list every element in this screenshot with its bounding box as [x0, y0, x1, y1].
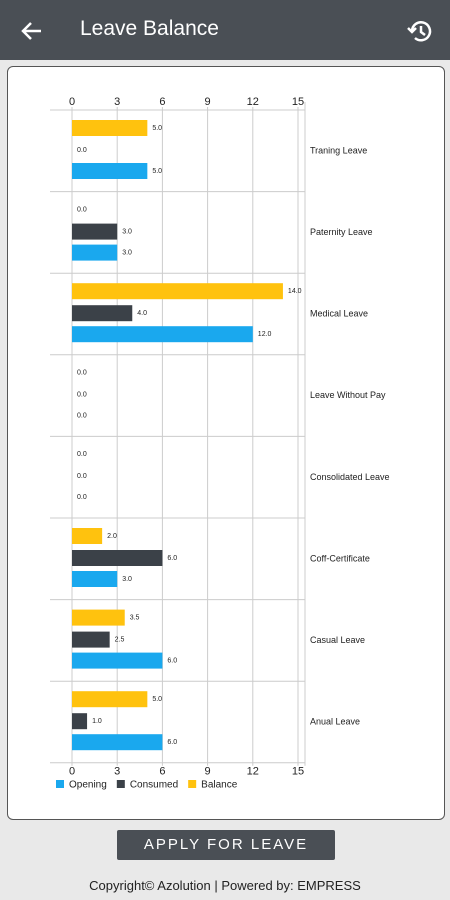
- x-tick-label: 0: [69, 766, 75, 778]
- page-title: Leave Balance: [80, 17, 219, 40]
- x-tick-label: 0: [69, 96, 75, 108]
- category-label: Consolidated Leave: [310, 472, 390, 482]
- bar: [72, 326, 253, 343]
- value-label: 1.0: [92, 718, 102, 725]
- legend-label: Opening: [69, 780, 107, 791]
- bar: [72, 631, 110, 648]
- value-label: 0.0: [77, 413, 87, 420]
- value-label: 12.0: [258, 331, 272, 338]
- bar: [72, 652, 163, 669]
- bar: [72, 223, 118, 240]
- x-tick-label: 15: [292, 96, 304, 108]
- value-label: 6.0: [167, 555, 177, 562]
- legend-swatch: [188, 780, 197, 788]
- value-label: 2.0: [107, 533, 117, 540]
- back-button[interactable]: [21, 22, 41, 40]
- category-label: Casual Leave: [310, 635, 365, 645]
- value-label: 0.0: [77, 392, 87, 399]
- history-button[interactable]: [407, 21, 432, 42]
- footer: Copyright© Azolution | Powered by: EMPRE…: [89, 878, 361, 893]
- bar: [72, 163, 148, 179]
- x-tick-label: 15: [292, 766, 304, 778]
- value-label: 0.0: [77, 370, 87, 377]
- value-label: 3.0: [122, 576, 132, 583]
- legend-swatch: [56, 780, 64, 788]
- value-label: 0.0: [77, 473, 87, 480]
- value-label: 0.0: [77, 494, 87, 501]
- value-label: 5.0: [152, 696, 162, 703]
- bar: [72, 120, 148, 136]
- value-label: 0.0: [77, 206, 87, 213]
- x-tick-label: 6: [159, 766, 165, 778]
- value-label: 5.0: [152, 125, 162, 132]
- x-tick-label: 9: [205, 766, 211, 778]
- value-label: 0.0: [77, 451, 87, 458]
- legend-label: Consumed: [130, 780, 178, 791]
- bar: [72, 713, 88, 730]
- value-label: 2.5: [115, 636, 125, 643]
- bar: [72, 609, 125, 626]
- legend-label: Balance: [201, 780, 238, 791]
- x-tick-label: 12: [247, 96, 259, 108]
- x-tick-label: 12: [247, 766, 259, 778]
- x-tick-label: 3: [114, 96, 120, 108]
- bar: [72, 691, 148, 708]
- bar: [72, 283, 283, 300]
- value-label: 3.0: [122, 228, 132, 235]
- value-label: 14.0: [288, 288, 302, 295]
- legend-swatch: [116, 780, 125, 788]
- bar: [72, 734, 163, 751]
- category-label: Coff-Certificate: [310, 553, 370, 563]
- bar: [72, 550, 163, 566]
- value-label: 6.0: [167, 739, 177, 746]
- category-label: Paternity Leave: [310, 227, 373, 237]
- app-bar-icons: [21, 21, 432, 42]
- value-label: 3.0: [122, 249, 132, 256]
- value-label: 4.0: [137, 310, 147, 317]
- bar: [72, 528, 103, 544]
- category-label: Anual Leave: [310, 717, 360, 727]
- bar: [72, 305, 133, 322]
- bar: [72, 571, 118, 587]
- category-label: Leave Without Pay: [310, 390, 386, 400]
- apply-button[interactable]: APPLY FOR LEAVE: [117, 830, 335, 860]
- category-label: Medical Leave: [310, 309, 368, 319]
- x-tick-label: 6: [159, 96, 165, 108]
- bar: [72, 244, 118, 261]
- value-label: 3.5: [130, 614, 140, 621]
- x-tick-label: 9: [205, 96, 211, 108]
- value-label: 0.0: [77, 147, 87, 154]
- app-bar: Leave Balance: [0, 0, 450, 60]
- value-label: 6.0: [167, 657, 177, 664]
- x-tick-label: 3: [114, 766, 120, 778]
- value-label: 5.0: [152, 168, 162, 175]
- category-label: Traning Leave: [310, 145, 367, 155]
